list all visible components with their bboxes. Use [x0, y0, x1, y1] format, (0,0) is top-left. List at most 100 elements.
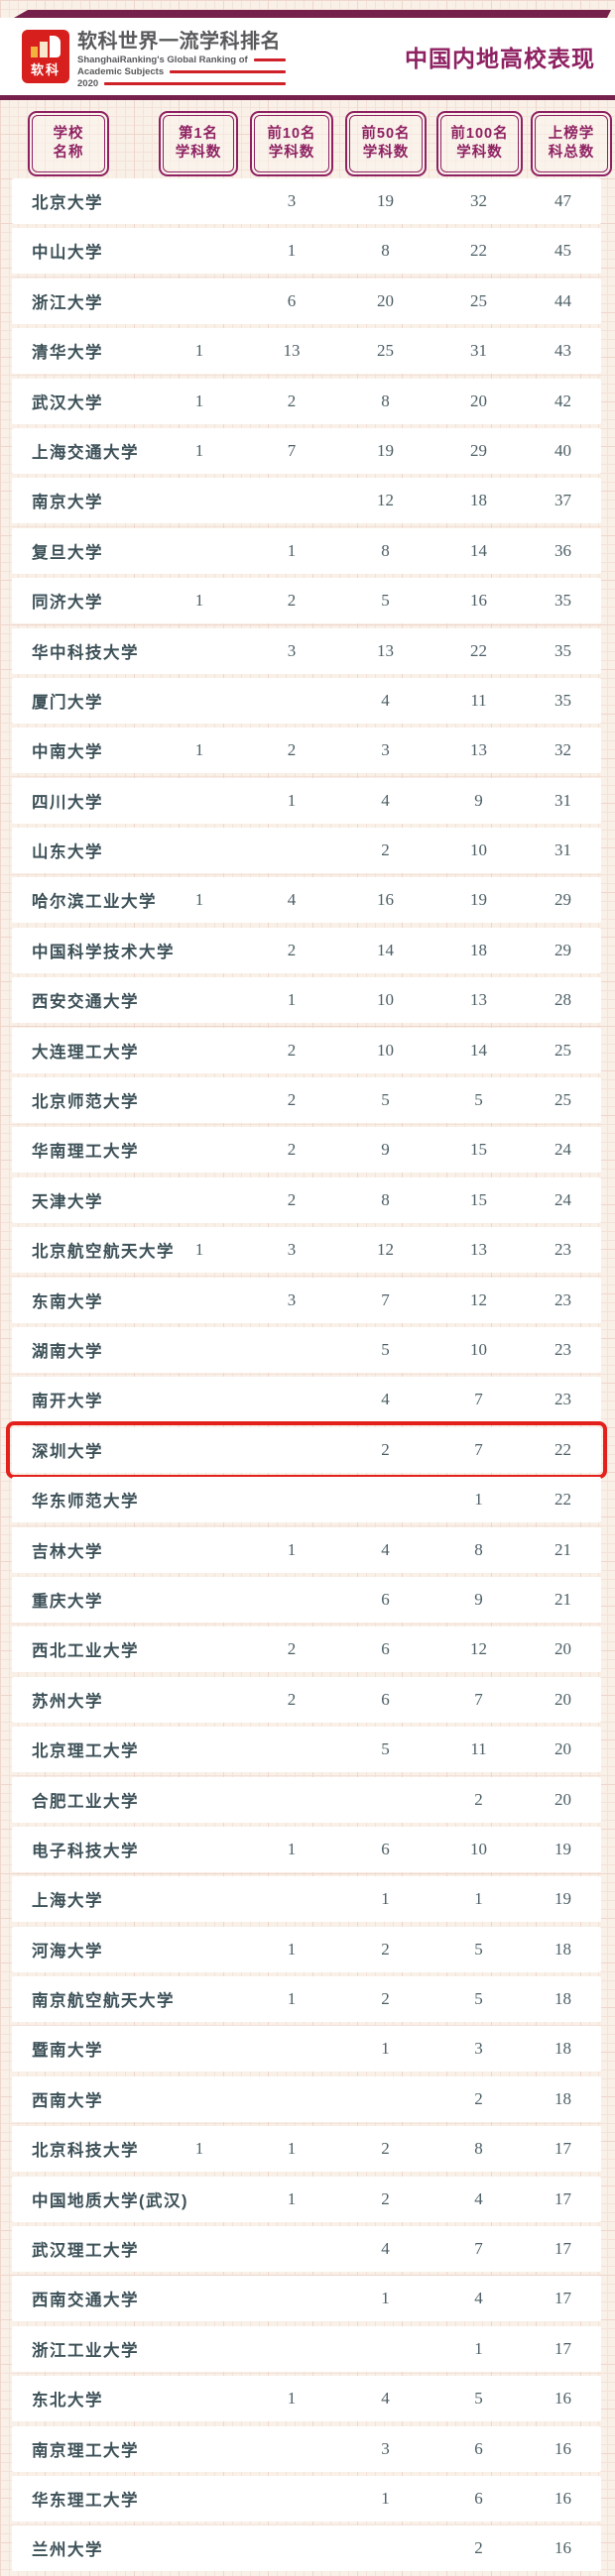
table-row: 华东师范大学 1 22	[12, 1477, 601, 1523]
top10-count: 2	[287, 591, 297, 611]
university-name: 上海大学	[32, 1892, 103, 1911]
total-count: 23	[554, 1339, 571, 1359]
top50-count: 4	[381, 2239, 390, 2259]
table-row: 复旦大学 1 8 14 36	[12, 527, 601, 574]
total-count: 20	[554, 1739, 571, 1759]
top100-count: 15	[470, 1189, 487, 1209]
table-row: 东北大学 1 4 5 16	[12, 2376, 601, 2422]
university-name: 北京航空航天大学	[32, 1243, 175, 1262]
university-name: 西南交通大学	[32, 2292, 139, 2310]
top100-count: 5	[474, 2389, 483, 2408]
top10-count: 3	[287, 640, 297, 660]
total-count: 22	[554, 1490, 571, 1510]
shanghairanking-logo: 软科	[22, 30, 69, 83]
ranking-year-line: 2020	[77, 78, 286, 89]
table-row: 湖南大学 5 10 23	[12, 1326, 601, 1373]
table-row: 西安交通大学 1 10 13 28	[12, 977, 601, 1024]
top50-count: 8	[381, 391, 390, 410]
top10-count: 2	[287, 1090, 297, 1110]
top100-count: 6	[474, 2488, 483, 2508]
top100-count: 13	[470, 740, 487, 760]
top10-count: 2	[287, 1639, 297, 1659]
top10-count: 2	[287, 740, 297, 760]
total-count: 18	[554, 1939, 571, 1959]
top10-count: 2	[287, 1040, 297, 1060]
column-header-top100: 前100名 学科数	[436, 111, 523, 176]
total-count: 20	[554, 1639, 571, 1659]
top100-count: 25	[470, 290, 487, 310]
top10-count: 1	[287, 2139, 297, 2159]
table-row: 大连理工大学 2 10 14 25	[12, 1027, 601, 1073]
table-row: 华中科技大学 3 13 22 35	[12, 627, 601, 674]
university-name: 吉林大学	[32, 1542, 103, 1561]
total-count: 17	[554, 2188, 571, 2208]
top50-count: 1	[381, 2039, 390, 2059]
ranking-subtitle-line2: Academic Subjects	[77, 66, 286, 77]
brand-block: 软科 软科世界一流学科排名 ShanghaiRanking's Global R…	[22, 25, 286, 89]
total-count: 24	[554, 1189, 571, 1209]
top50-count: 3	[381, 2438, 390, 2458]
table-row: 南京航空航天大学 1 2 5 18	[12, 1976, 601, 2023]
page-title: 中国内地高校表现	[405, 46, 595, 71]
top1-count: 1	[194, 2139, 204, 2159]
table-row: 厦门大学 4 11 35	[12, 677, 601, 724]
top50-count: 5	[381, 1739, 390, 1759]
table-row: 南京理工大学 3 6 16	[12, 2425, 601, 2472]
table-row: 华东理工大学 1 6 16	[12, 2475, 601, 2521]
top100-count: 31	[470, 341, 487, 361]
top50-count: 3	[381, 740, 390, 760]
table-column-headers: 学校 名称 第1名 学科数 前10名 学科数 前50名 学科数 前100名 学科数 上榜学…	[0, 111, 615, 176]
university-name: 西北工业大学	[32, 1642, 139, 1661]
university-name: 复旦大学	[32, 543, 103, 562]
top10-count: 1	[287, 540, 297, 560]
table-row: 南京大学 12 18 37	[12, 478, 601, 524]
top100-count: 5	[474, 1090, 483, 1110]
top10-count: 2	[287, 940, 297, 959]
university-name: 武汉大学	[32, 393, 103, 412]
university-name: 深圳大学	[32, 1442, 103, 1461]
top50-count: 16	[377, 890, 394, 910]
university-name: 苏州大学	[32, 1692, 103, 1711]
top100-count: 16	[470, 591, 487, 611]
university-name: 清华大学	[32, 344, 103, 363]
table-row: 浙江工业大学 1 17	[12, 2325, 601, 2372]
total-count: 16	[554, 2389, 571, 2408]
table-row: 哈尔滨工业大学 1 4 16 19 29	[12, 877, 601, 924]
top100-count: 20	[470, 391, 487, 410]
top1-count: 1	[194, 740, 204, 760]
total-count: 22	[554, 1439, 571, 1459]
column-header-school-name: 学校 名称	[28, 111, 109, 176]
top100-count: 18	[470, 491, 487, 510]
table-row: 西北工业大学 2 6 12 20	[12, 1626, 601, 1673]
total-count: 29	[554, 940, 571, 959]
top50-count: 8	[381, 241, 390, 261]
top50-count: 19	[377, 440, 394, 460]
top100-count: 10	[470, 1839, 487, 1858]
table-row: 武汉大学 1 2 8 20 42	[12, 378, 601, 424]
university-name: 同济大学	[32, 594, 103, 613]
top100-count: 8	[474, 1539, 483, 1559]
table-row: 华南理工大学 2 9 15 24	[12, 1127, 601, 1174]
top10-count: 1	[287, 2389, 297, 2408]
top10-count: 3	[287, 1240, 297, 1260]
university-name: 南开大学	[32, 1393, 103, 1411]
university-name: 华中科技大学	[32, 643, 139, 662]
total-count: 31	[554, 840, 571, 860]
total-count: 23	[554, 1390, 571, 1409]
university-name: 哈尔滨工业大学	[32, 893, 157, 912]
total-count: 16	[554, 2538, 571, 2558]
university-name: 中国科学技术大学	[32, 943, 175, 961]
table-row: 山东大学 2 10 31	[12, 828, 601, 874]
total-count: 18	[554, 1989, 571, 2009]
top50-count: 5	[381, 1090, 390, 1110]
top10-count: 6	[287, 290, 297, 310]
total-count: 40	[554, 440, 571, 460]
table-row: 天津大学 2 8 15 24	[12, 1176, 601, 1223]
top100-count: 2	[474, 2088, 483, 2108]
top10-count: 1	[287, 1989, 297, 2009]
total-count: 16	[554, 2438, 571, 2458]
top100-count: 22	[470, 640, 487, 660]
top10-count: 2	[287, 1140, 297, 1160]
university-name: 中国地质大学(武汉)	[32, 2191, 188, 2210]
university-name: 大连理工大学	[32, 1043, 139, 1062]
